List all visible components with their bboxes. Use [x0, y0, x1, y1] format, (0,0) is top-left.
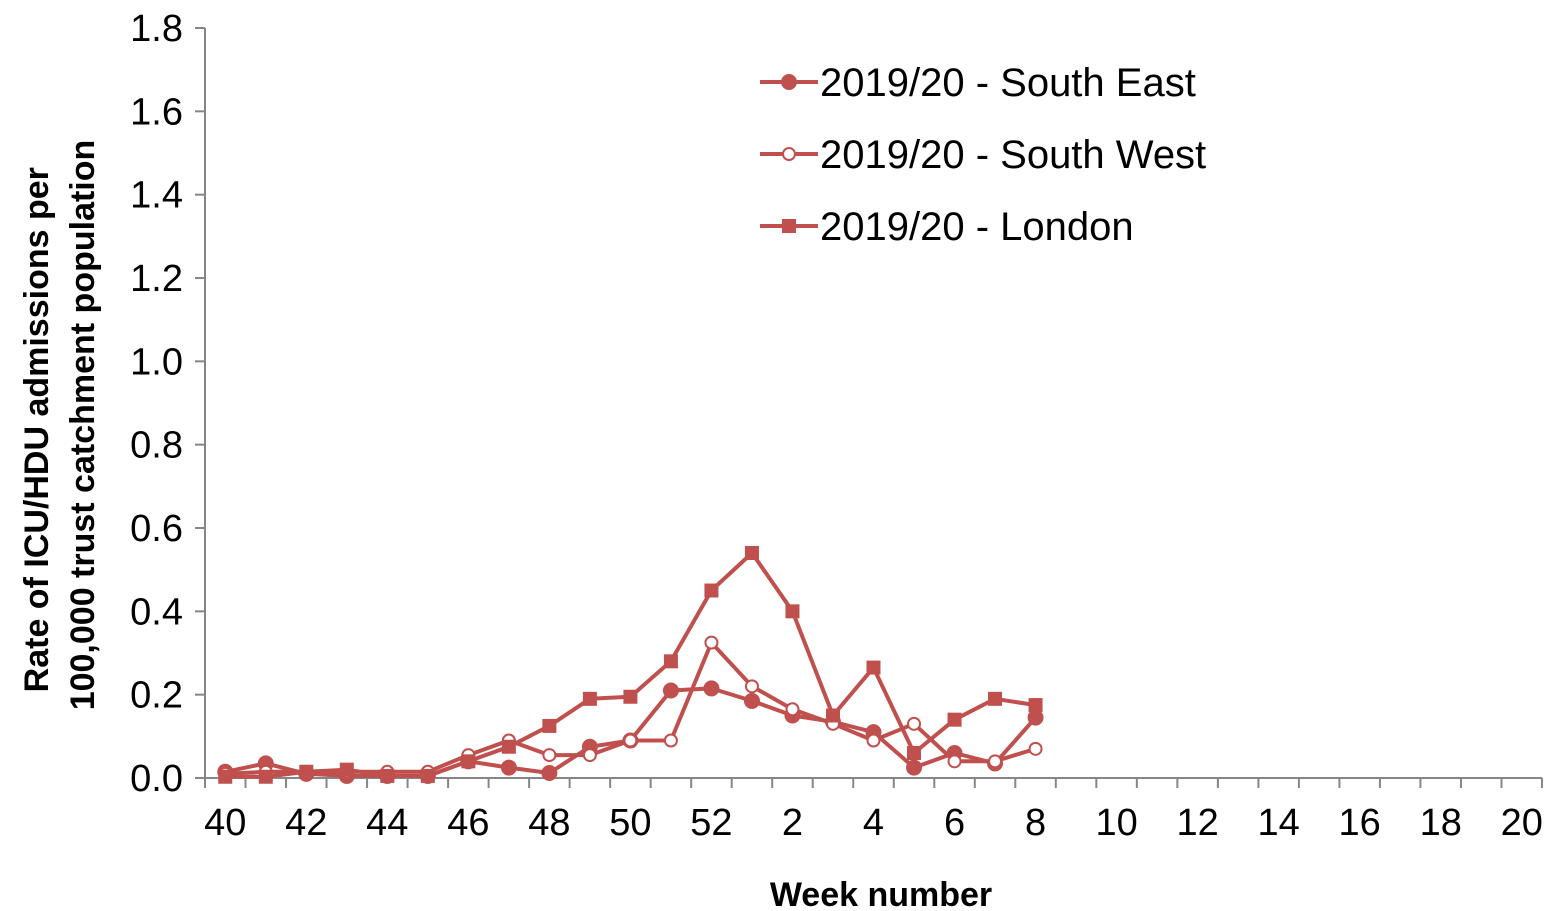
x-tick-label: 20: [1501, 802, 1543, 844]
y-tick-label: 1.6: [130, 91, 183, 133]
series-layer: [217, 546, 1044, 784]
data-point: [744, 546, 759, 560]
legend-label: 2019/20 - South East: [820, 61, 1196, 105]
data-point: [785, 604, 800, 619]
data-point: [744, 679, 759, 694]
legend-item: 2019/20 - London: [760, 205, 1134, 249]
data-point: [582, 691, 597, 706]
legend-item: 2019/20 - South West: [760, 133, 1206, 177]
y-tick-label: 0.0: [130, 758, 183, 800]
legend-label: 2019/20 - London: [820, 205, 1134, 249]
axes: 0.00.20.40.60.81.01.21.41.61.840 42 44 46 48…: [130, 8, 1543, 844]
x-tick-label: 6: [944, 802, 965, 844]
y-axis-title: Rate of ICU/HDU admissions per 100,000 t…: [18, 140, 102, 711]
data-point: [704, 583, 719, 598]
data-point: [501, 739, 516, 754]
data-point: [663, 654, 678, 669]
x-tick-label: 40: [204, 802, 246, 844]
data-point: [339, 762, 354, 777]
y-axis-title-line-2: 100,000 trust catchment population: [64, 140, 102, 711]
x-tick-label: 4: [863, 802, 884, 844]
y-tick-label: 1.0: [130, 341, 183, 383]
data-point: [988, 691, 1003, 706]
data-point: [1028, 698, 1043, 713]
data-point: [785, 702, 800, 717]
data-point: [542, 748, 557, 763]
x-tick-label: 48: [528, 802, 570, 844]
data-point: [542, 718, 557, 733]
x-tick-label: 46: [447, 802, 489, 844]
series-3: [218, 546, 1043, 784]
x-tick-label: 2: [782, 802, 803, 844]
x-tick-label: 16: [1339, 802, 1381, 844]
x-tick-label: 44: [366, 802, 408, 844]
y-axis-title-line-1: Rate of ICU/HDU admissions per: [18, 167, 56, 692]
legend-marker: [781, 74, 797, 90]
data-point: [703, 680, 720, 697]
x-tick-label: 12: [1176, 802, 1218, 844]
y-tick-label: 1.4: [130, 175, 183, 217]
data-point: [906, 759, 923, 776]
data-point: [907, 716, 922, 731]
data-point: [1028, 741, 1043, 756]
data-point: [582, 748, 597, 763]
x-tick-label: 52: [690, 802, 732, 844]
x-tick-label: 14: [1258, 802, 1300, 844]
x-tick-label: 10: [1095, 802, 1137, 844]
x-tick-label: 42: [285, 802, 327, 844]
data-point: [1027, 709, 1044, 726]
data-point: [907, 746, 922, 760]
y-tick-label: 0.2: [130, 675, 183, 717]
data-point: [218, 769, 233, 784]
legend-marker: [782, 219, 796, 233]
data-point: [947, 754, 962, 769]
data-point: [500, 759, 517, 776]
y-tick-label: 0.8: [130, 425, 183, 467]
data-point: [663, 733, 678, 748]
data-point: [704, 635, 719, 650]
data-point: [420, 768, 435, 783]
y-tick-label: 0.4: [130, 591, 183, 633]
x-tick-label: 50: [609, 802, 651, 844]
legend-item: 2019/20 - South East: [760, 61, 1196, 105]
data-point: [988, 754, 1003, 769]
data-point: [662, 682, 679, 699]
data-point: [623, 733, 638, 748]
data-point: [380, 768, 395, 783]
data-point: [825, 708, 840, 723]
data-point: [541, 765, 558, 781]
data-point: [461, 754, 476, 769]
y-tick-label: 1.8: [130, 8, 183, 50]
data-point: [947, 712, 962, 727]
x-axis-title: Week number: [770, 876, 992, 911]
data-point: [866, 660, 881, 675]
x-tick-label: 18: [1420, 802, 1462, 844]
y-tick-label: 0.6: [130, 508, 183, 550]
legend: 2019/20 - South East 2019/20 - South West…: [760, 61, 1206, 249]
data-point: [743, 692, 760, 709]
legend-label: 2019/20 - South West: [820, 133, 1206, 177]
data-point: [299, 764, 314, 779]
x-tick-label: 8: [1025, 802, 1046, 844]
legend-marker: [782, 147, 796, 161]
data-point: [258, 769, 273, 784]
data-point: [866, 733, 881, 748]
data-point: [623, 689, 638, 704]
y-tick-label: 1.2: [130, 258, 183, 300]
